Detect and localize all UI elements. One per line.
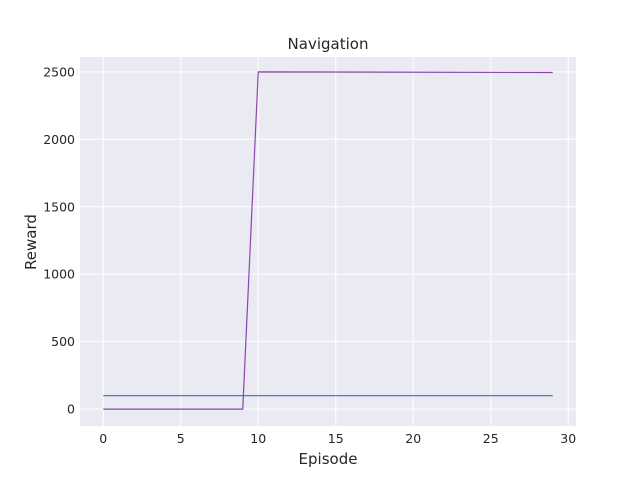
y-tick-label: 1000 bbox=[43, 267, 75, 282]
y-tick-label: 2500 bbox=[43, 64, 75, 79]
x-tick-label: 10 bbox=[250, 431, 266, 446]
x-tick-label: 20 bbox=[405, 431, 421, 446]
chart-title: Navigation bbox=[288, 35, 369, 53]
y-tick-label: 1500 bbox=[43, 199, 75, 214]
y-tick-label: 0 bbox=[67, 402, 75, 417]
x-tick-label: 0 bbox=[99, 431, 107, 446]
series-layer bbox=[103, 71, 553, 410]
series-line-2 bbox=[103, 71, 553, 410]
x-tick-label: 25 bbox=[483, 431, 499, 446]
x-tick-labels: 0 5 10 15 20 25 30 bbox=[99, 431, 576, 446]
plot-area bbox=[80, 57, 576, 426]
y-tick-labels: 0 500 1000 1500 2000 2500 bbox=[43, 64, 75, 416]
y-tick-label: 500 bbox=[51, 334, 75, 349]
x-axis-label: Episode bbox=[299, 450, 358, 468]
y-axis-label: Reward bbox=[22, 214, 40, 270]
x-tick-label: 15 bbox=[328, 431, 344, 446]
x-gridlines bbox=[102, 57, 569, 426]
x-tick-label: 5 bbox=[177, 431, 185, 446]
x-tick-label: 30 bbox=[560, 431, 576, 446]
y-tick-label: 2000 bbox=[43, 132, 75, 147]
